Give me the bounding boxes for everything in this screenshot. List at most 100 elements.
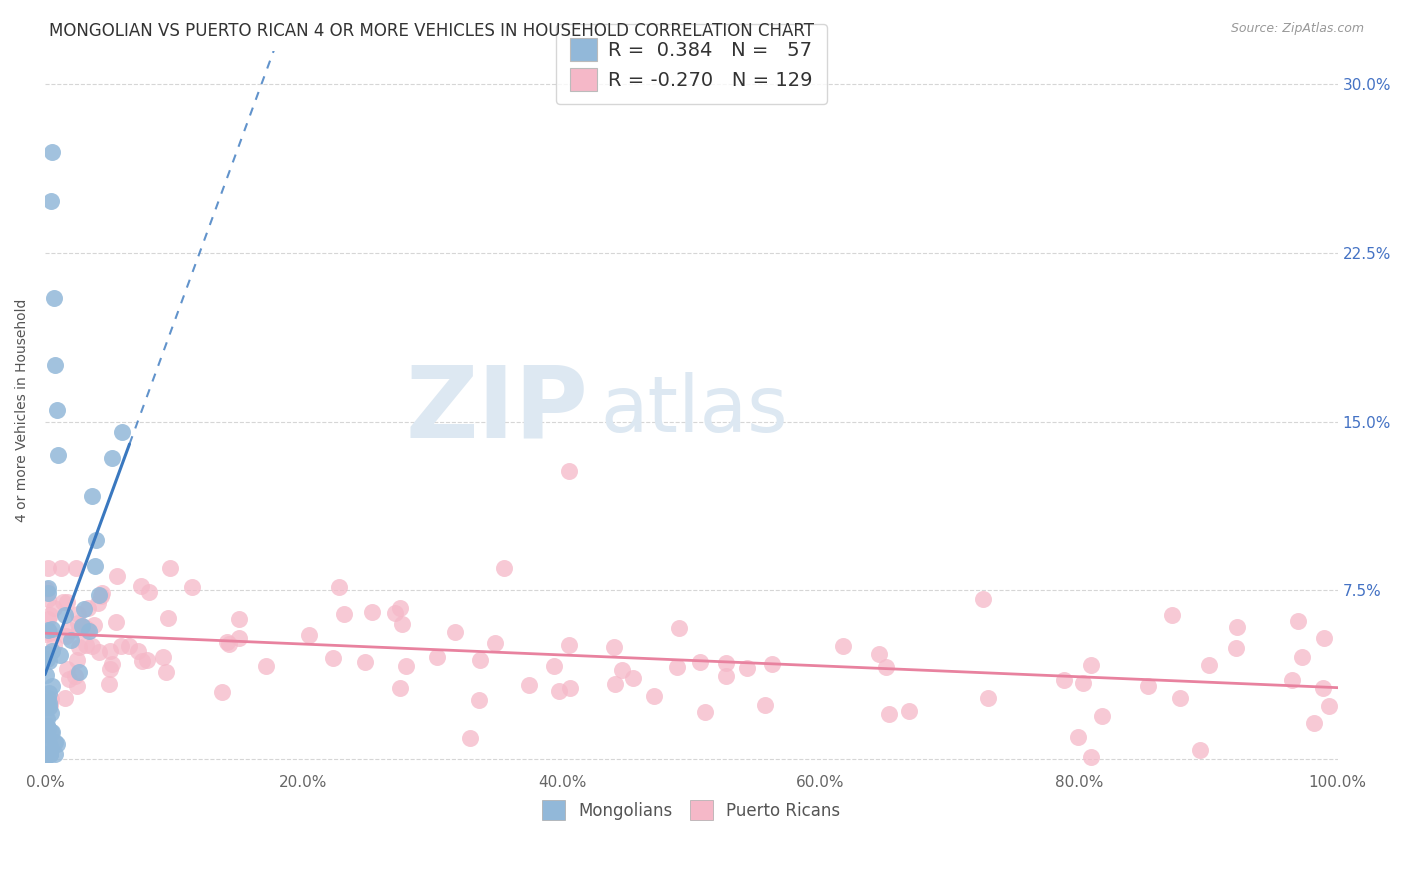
Point [38, 699, 60, 714]
Point [66, 679, 89, 693]
Point [215, 635, 238, 649]
Point [105, 569, 128, 583]
Point [1317, 698, 1340, 713]
Point [37, 592, 59, 607]
Point [1225, 641, 1247, 656]
Point [37, 731, 59, 745]
Point [52, 595, 75, 609]
Point [41, 679, 63, 693]
Point [35, 712, 58, 726]
Point [1313, 631, 1336, 645]
Point [1286, 615, 1309, 629]
Point [665, 660, 688, 674]
Point [41, 644, 63, 658]
Point [458, 731, 481, 745]
Point [45, 403, 67, 417]
Point [42, 600, 65, 615]
Point [76, 601, 98, 615]
Point [1291, 650, 1313, 665]
Point [754, 698, 776, 713]
Point [484, 636, 506, 650]
Point [228, 612, 250, 626]
Point [44, 735, 66, 749]
Point [35, 648, 58, 663]
Point [1161, 608, 1184, 623]
Point [38, 747, 60, 762]
Point [67, 624, 90, 638]
Point [67, 640, 90, 654]
Point [38, 686, 60, 700]
Point [55, 629, 77, 643]
Point [560, 681, 582, 695]
Point [716, 656, 738, 670]
Point [558, 638, 581, 652]
Point [37, 721, 59, 735]
Point [1066, 730, 1088, 744]
Point [34, 667, 56, 681]
Point [37, 747, 59, 762]
Point [131, 654, 153, 668]
Point [49, 648, 72, 662]
Point [39, 725, 62, 739]
Point [211, 685, 233, 699]
Point [868, 648, 890, 662]
Point [45, 737, 67, 751]
Point [100, 662, 122, 676]
Point [37, 647, 59, 661]
Point [468, 693, 491, 707]
Point [110, 639, 132, 653]
Legend: Mongolians, Puerto Ricans: Mongolians, Puerto Ricans [536, 794, 848, 826]
Point [543, 659, 565, 673]
Point [73, 619, 96, 633]
Point [67, 665, 90, 679]
Point [118, 639, 141, 653]
Point [42, 291, 65, 305]
Point [37, 624, 59, 638]
Point [42, 638, 65, 652]
Point [67, 615, 90, 630]
Point [610, 663, 633, 677]
Point [1080, 749, 1102, 764]
Point [135, 653, 157, 667]
Point [1090, 709, 1112, 723]
Point [67, 607, 90, 622]
Point [1080, 658, 1102, 673]
Point [127, 643, 149, 657]
Point [53, 691, 76, 706]
Point [972, 591, 994, 606]
Point [101, 450, 124, 465]
Point [391, 617, 413, 632]
Point [977, 690, 1000, 705]
Point [181, 580, 204, 594]
Point [97, 677, 120, 691]
Point [35, 747, 58, 762]
Point [39, 739, 62, 754]
Point [395, 658, 418, 673]
Point [1312, 681, 1334, 695]
Point [1168, 691, 1191, 706]
Point [65, 560, 87, 574]
Point [41, 725, 63, 739]
Point [159, 560, 181, 574]
Text: MONGOLIAN VS PUERTO RICAN 4 OR MORE VEHICLES IN HOUSEHOLD CORRELATION CHART: MONGOLIAN VS PUERTO RICAN 4 OR MORE VEHI… [49, 22, 814, 40]
Point [56, 662, 79, 676]
Point [38, 696, 60, 710]
Point [37, 692, 59, 706]
Point [35, 627, 58, 641]
Point [426, 650, 449, 665]
Point [46, 448, 69, 462]
Point [66, 653, 89, 667]
Point [70, 619, 93, 633]
Point [75, 638, 97, 652]
Point [1198, 658, 1220, 673]
Point [519, 678, 541, 692]
Point [388, 600, 411, 615]
Point [35, 696, 58, 710]
Point [39, 747, 62, 762]
Point [39, 692, 62, 706]
Point [1071, 675, 1094, 690]
Point [470, 653, 492, 667]
Text: ZIP: ZIP [405, 362, 588, 458]
Point [254, 658, 277, 673]
Point [155, 665, 177, 680]
